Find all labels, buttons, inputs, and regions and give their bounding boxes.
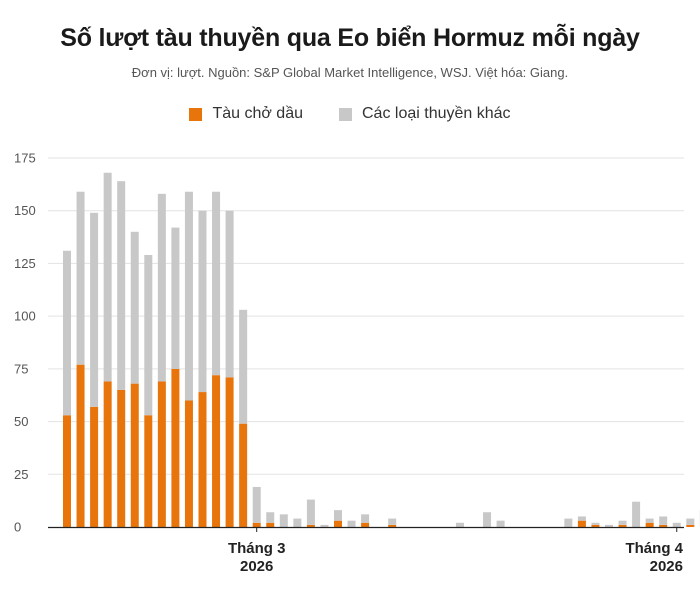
y-tick-label: 100 [14,309,36,324]
bar-other-vessel [144,254,153,416]
bar-tanker [76,364,85,527]
y-tick-label: 150 [14,203,36,218]
bar-other-vessel [184,191,193,401]
x-tick-label-month: Tháng 4 [625,540,683,557]
bar-tanker [388,524,397,527]
legend-swatch-other-vessels [339,107,352,121]
bar-other-vessel [320,524,329,527]
bar-tanker [225,377,234,527]
y-tick-label: 75 [14,361,28,376]
bar-tanker [659,524,668,527]
bar-other-vessel [686,518,695,525]
bar-other-vessel [90,212,99,407]
bar-other-vessel [252,486,261,523]
bar-other-vessel [63,250,71,416]
bar-other-vessel [496,520,505,527]
legend-item-other-vessels: Các loại thuyền khác [339,105,511,123]
bar-tanker [184,400,193,527]
bar-tanker [334,520,342,527]
x-tick-label-month: Tháng 3 [228,540,286,557]
bar-other-vessel [239,309,248,424]
bar-other-vessel [347,520,356,527]
bar-other-vessel [293,518,302,527]
bar-other-vessel [103,172,112,382]
bar-tanker [591,524,600,527]
bar-other-vessel [659,516,668,525]
bar-other-vessel [334,510,342,521]
bar-other-vessel [130,231,139,384]
bar-tanker [117,389,126,527]
bar-tanker [577,520,586,527]
bar-tanker [198,392,207,527]
y-tick-label: 50 [14,414,28,429]
y-tick-label: 25 [14,467,28,482]
legend-label-tankers: Tàu chở dầu [212,105,303,122]
bar-other-vessel [198,210,207,393]
bar-other-vessel [483,512,492,527]
chart-subtitle: Đơn vị: lượt. Nguồn: S&P Global Market I… [131,65,569,80]
x-tick-label-year: 2026 [650,558,683,575]
bar-other-vessel [632,501,641,527]
bar-tanker [144,415,153,527]
bar-other-vessel [361,514,370,523]
bar-tanker [686,524,695,527]
bar-tanker [63,415,71,527]
legend-swatch-tankers [189,107,203,121]
bar-other-vessel [388,518,397,525]
bar-tanker [171,368,180,527]
chart-title: Số lượt tàu thuyền qua Eo biển Hormuz mỗ… [60,24,640,52]
bar-other-vessel [212,191,221,376]
bar-tanker [266,522,275,527]
bar-tanker [361,522,370,527]
y-tick-label: 175 [14,151,36,166]
bar-tanker [130,383,139,527]
bar-other-vessel [225,210,234,378]
bar-other-vessel [76,191,85,365]
bar-tanker [306,524,315,527]
bar-other-vessel [266,512,275,523]
bar-tanker [212,375,221,527]
legend-item-tankers: Tàu chở dầu [189,105,303,123]
legend-label-other-vessels: Các loại thuyền khác [362,105,511,122]
bar-tanker [157,381,166,527]
bar-other-vessel [672,522,681,527]
bar-other-vessel [591,522,600,525]
bar-other-vessel [605,524,613,527]
y-tick-label: 0 [14,520,21,535]
bar-tanker [645,522,654,527]
chart-legend: Tàu chở dầu Các loại thuyền khác [0,105,700,123]
bar-other-vessel [279,514,288,527]
bar-other-vessel [117,181,126,390]
bar-other-vessel [171,227,180,369]
bar-tanker [618,524,627,527]
bar-other-vessel [564,518,573,527]
y-tick-label: 125 [14,256,36,271]
x-tick-label-year: 2026 [240,558,273,575]
bar-other-vessel [577,516,586,521]
bar-tanker [239,423,248,527]
bar-other-vessel [645,518,654,523]
bar-tanker [90,406,99,527]
bar-tanker [103,381,112,527]
bar-other-vessel [157,193,166,382]
bar-tanker [252,522,261,527]
bar-other-vessel [455,522,464,527]
bar-other-vessel [306,499,315,525]
bar-other-vessel [618,520,627,525]
